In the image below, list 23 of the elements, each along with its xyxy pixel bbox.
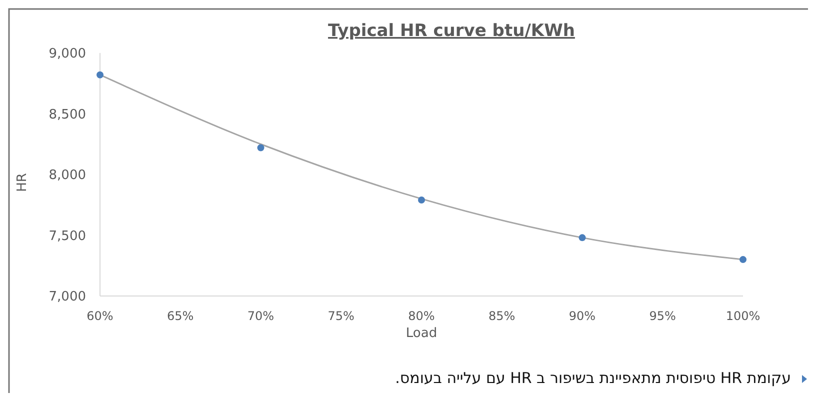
x-tick-label: 75% xyxy=(328,309,354,323)
point xyxy=(418,196,425,204)
y-tick-label: 7,500 xyxy=(48,228,86,244)
text: עקומת HR טיפוסית מתאפיינת בשיפור ב HR עם עלייה בעומס. xyxy=(395,369,791,387)
x-tick-label: 60% xyxy=(86,309,114,323)
y-tick-label: 7,000 xyxy=(48,290,86,305)
point xyxy=(578,234,586,242)
point xyxy=(96,71,104,78)
chart-title: Typical HR curve btu/KWh xyxy=(328,21,575,41)
point xyxy=(257,144,264,152)
x-tick-label: 70% xyxy=(247,309,274,323)
y-axis-title: HR xyxy=(15,173,30,192)
point xyxy=(740,256,746,264)
x-axis-title: Load xyxy=(406,326,438,341)
x-tick-label: 85% xyxy=(488,309,516,323)
x-tick-label: 90% xyxy=(568,309,596,323)
y-tick-label: 9,000 xyxy=(48,46,86,62)
x-tick-label: 80% xyxy=(408,309,435,323)
x-tick-label: 65% xyxy=(167,309,194,323)
x-tick-label: 95% xyxy=(649,309,676,323)
x-tick-label: 100% xyxy=(726,309,760,323)
y-tick-label: 8,000 xyxy=(48,168,86,184)
y-tick-label: 8,500 xyxy=(48,107,86,122)
